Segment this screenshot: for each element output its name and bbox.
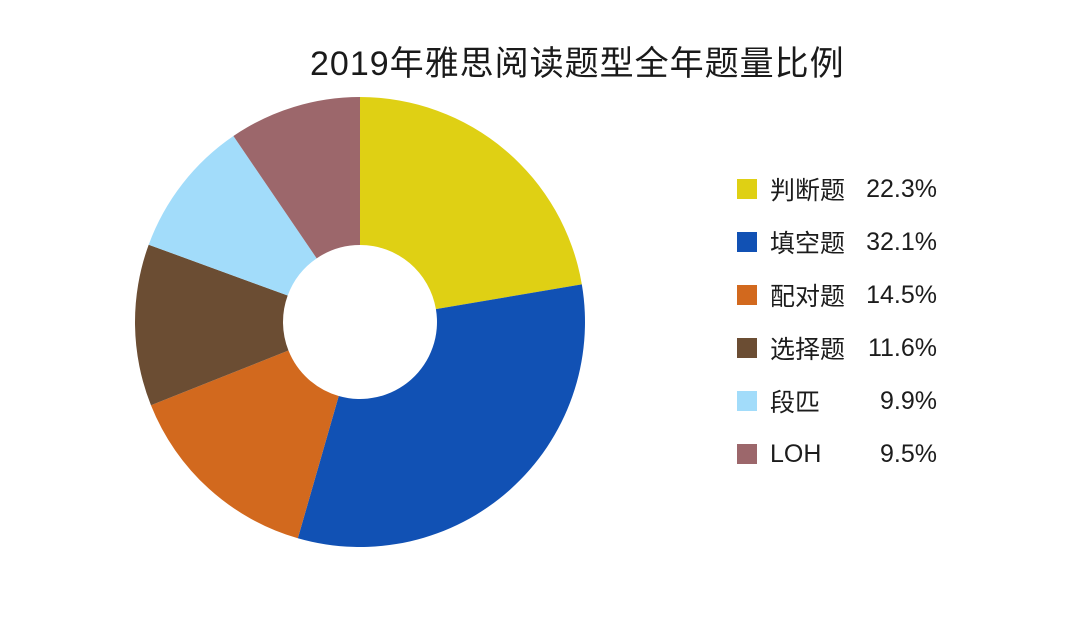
pie-slice-5 [233, 97, 360, 259]
legend-label: 填空题 [770, 230, 846, 258]
legend-item: 填空题 32.1% [737, 227, 937, 258]
legend-item: 段匹 9.9% [737, 386, 937, 417]
legend-value: 22.3% [866, 174, 937, 203]
legend-label: 判断题 [770, 177, 846, 205]
legend-swatch [737, 179, 757, 199]
legend-label: 段匹 [770, 389, 821, 417]
legend-swatch [737, 444, 757, 464]
legend-swatch [737, 232, 757, 252]
legend-value: 9.9% [880, 386, 937, 415]
legend-value: 11.6% [867, 333, 937, 362]
legend-item: LOH 9.5% [737, 439, 937, 468]
pie-slice-0 [360, 97, 582, 310]
legend-item: 配对题 14.5% [737, 280, 937, 311]
legend-label: LOH [770, 439, 822, 468]
chart-title: 2019年雅思阅读题型全年题量比例 [310, 45, 845, 83]
legend-item: 判断题 22.3% [737, 174, 937, 205]
legend-value: 14.5% [866, 280, 937, 309]
legend-item: 选择题 11.6% [737, 333, 937, 364]
legend-swatch [737, 391, 757, 411]
pie-slice-4 [148, 135, 317, 296]
legend-label: 选择题 [770, 336, 846, 364]
pie-slice-2 [150, 350, 339, 539]
legend-swatch [737, 285, 757, 305]
pie-slice-1 [297, 284, 585, 547]
legend-value: 32.1% [866, 227, 937, 256]
legend-swatch [737, 338, 757, 358]
legend-label: 配对题 [770, 283, 846, 311]
legend: 判断题 22.3% 填空题 32.1% 配对题 14.5% 选择题 11.6% … [737, 174, 937, 468]
legend-value: 9.5% [880, 439, 937, 468]
pie-slice-3 [134, 244, 289, 406]
